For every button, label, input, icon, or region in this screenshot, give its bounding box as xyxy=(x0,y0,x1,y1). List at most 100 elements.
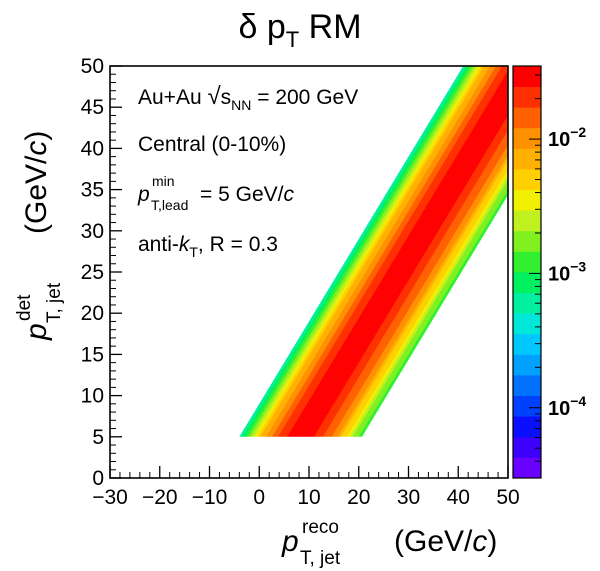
y-tick-label: 10 xyxy=(81,385,104,408)
colorbar-segment xyxy=(513,333,541,355)
colorbar-segment xyxy=(513,272,541,293)
title-main: δ p xyxy=(238,8,285,46)
heatmap-strip xyxy=(293,80,508,437)
colorbar-segment xyxy=(513,127,541,149)
heatmap-strip xyxy=(328,140,508,437)
heatmap-strip xyxy=(299,90,508,437)
svg-text:= 5 GeV/c: = 5 GeV/c xyxy=(200,183,294,206)
colorbar-segment xyxy=(513,230,541,252)
y-tick-label: 40 xyxy=(81,137,104,160)
y-axis-label: p det T, jet (GeV/c) xyxy=(14,131,65,341)
x-tick-label: 30 xyxy=(397,486,420,509)
ylabel-sup: det xyxy=(14,294,35,321)
heatmap-strip xyxy=(358,189,508,437)
ylabel-p: p xyxy=(20,323,53,341)
heatmap-strip xyxy=(296,85,508,437)
heatmap-strip xyxy=(251,66,479,437)
colorbar-segment xyxy=(513,416,541,438)
plot-area xyxy=(109,65,509,479)
heatmap-strip xyxy=(239,66,467,437)
svg-text:δ pT RM: δ pT RM xyxy=(238,8,361,52)
colorbar-segment xyxy=(513,169,541,190)
svg-text:min: min xyxy=(152,173,175,189)
heatmap-strip xyxy=(308,105,508,437)
svg-text:(GeV/c): (GeV/c) xyxy=(20,131,53,234)
colorbar: 10−2 10−3 10−4 xyxy=(512,65,586,479)
annotation-ptlead: p min T,lead = 5 GeV/c xyxy=(137,173,294,213)
svg-text:T,lead: T,lead xyxy=(151,197,188,213)
heatmap-strip xyxy=(284,66,508,437)
colorbar-segment xyxy=(513,292,541,314)
heatmap-strip xyxy=(287,70,508,437)
colorbar-segment xyxy=(513,375,541,396)
heatmap-strip xyxy=(334,150,508,437)
heatmap-strip xyxy=(281,66,508,437)
x-tick-label: 50 xyxy=(496,486,519,509)
y-tick-label: 45 xyxy=(81,96,104,119)
annotation-algorithm: anti-kT, R = 0.3 xyxy=(138,233,278,260)
heatmap-strip xyxy=(349,174,508,437)
heatmap-strip xyxy=(325,135,508,437)
y-tick-label: 50 xyxy=(81,55,104,78)
colorbar-segment xyxy=(513,107,541,129)
colorbar-segment xyxy=(513,395,541,417)
heatmap-strip xyxy=(260,66,488,437)
heatmap-strip xyxy=(355,184,508,437)
x-axis-label: p reco T, jet (GeV/c) xyxy=(281,517,497,569)
colorbar-segment xyxy=(513,210,541,232)
colorbar-segment xyxy=(513,436,541,458)
heatmap-strip xyxy=(245,66,473,437)
y-tick-label: 30 xyxy=(81,220,104,243)
colorbar-segment xyxy=(513,66,541,87)
annotation-collision: Au+Au √sNN = 200 GeV xyxy=(138,83,358,113)
heatmap-band xyxy=(239,66,508,437)
chart-title: δ pT RM xyxy=(238,8,361,52)
heatmap-strip xyxy=(313,115,508,437)
heatmap-strip xyxy=(242,66,470,437)
heatmap-strip xyxy=(352,179,508,437)
heatmap-strip xyxy=(322,130,508,437)
heatmap-strip xyxy=(266,66,494,437)
y-tick-label: 35 xyxy=(81,179,104,202)
ylabel-unit-c: c xyxy=(20,141,53,156)
heatmap-strip xyxy=(290,75,508,437)
heatmap-strip xyxy=(346,169,508,437)
heatmap-strip xyxy=(272,66,500,437)
colorbar-segment xyxy=(513,457,541,479)
xlabel-unit-close: ) xyxy=(487,525,497,558)
x-tick-label: −30 xyxy=(92,486,128,509)
y-tick-label: 0 xyxy=(92,467,104,490)
colorbar-segment xyxy=(513,86,541,108)
colorbar-frame xyxy=(512,65,542,479)
heatmap-strip xyxy=(302,95,508,437)
heatmap-strip xyxy=(275,66,503,437)
colorbar-tick-label: 10−2 xyxy=(548,124,586,151)
heatmap-strip xyxy=(310,110,508,437)
title-tail: RM xyxy=(299,8,361,46)
heatmap-strip xyxy=(331,145,508,437)
heatmap-strip xyxy=(343,164,508,437)
colorbar-tick-label: 10−3 xyxy=(548,258,586,285)
x-tick-label: 10 xyxy=(297,486,320,509)
colorbar-segment xyxy=(513,189,541,211)
x-tick-label: −10 xyxy=(192,486,228,509)
heatmap-strip xyxy=(340,159,508,437)
ylabel-unit: (GeV/ xyxy=(20,155,53,234)
heatmap-strip xyxy=(319,125,508,437)
svg-text:p: p xyxy=(137,183,150,206)
colorbar-segment xyxy=(513,313,541,335)
x-tick-label: 0 xyxy=(253,486,265,509)
xlabel-unit: (GeV/ xyxy=(394,525,473,558)
colorbar-segment xyxy=(513,148,541,170)
heatmap-strip xyxy=(278,66,506,437)
annotation-centrality: Central (0-10%) xyxy=(138,133,286,156)
colorbar-tick-label: 10−4 xyxy=(548,393,586,420)
heatmap-strip xyxy=(248,66,476,437)
heatmap-strip xyxy=(254,66,482,437)
heatmap-strip xyxy=(263,66,491,437)
xlabel-unit-c: c xyxy=(472,525,487,558)
title-sub: T xyxy=(286,27,299,52)
heatmap-strip xyxy=(316,120,508,437)
xlabel-sub: T, jet xyxy=(300,548,341,569)
